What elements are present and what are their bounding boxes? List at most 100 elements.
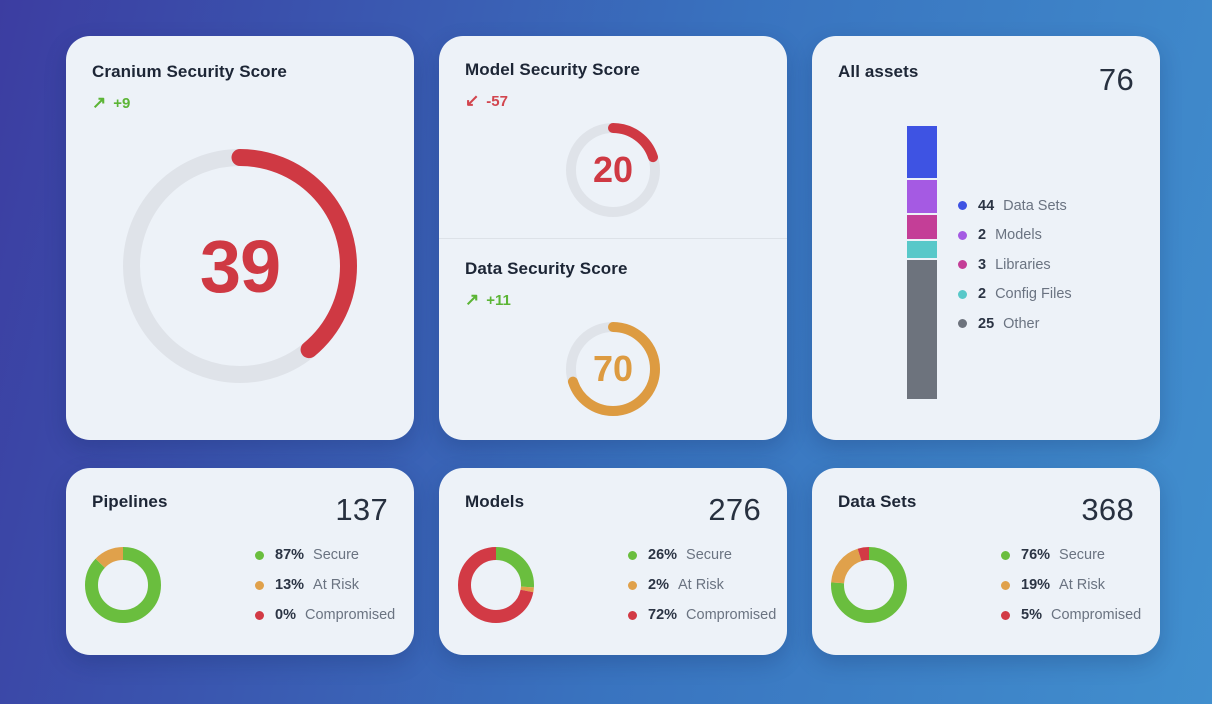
legend-dot-atrisk	[255, 580, 264, 590]
trend-up-icon: ↗	[92, 93, 107, 112]
card-title: Data Security Score	[465, 259, 628, 278]
bar-segment	[907, 179, 937, 214]
pipelines-donut-chart	[85, 547, 161, 623]
models-total: 276	[708, 492, 761, 527]
legend-value: 2	[978, 227, 987, 244]
delta-value: -57	[486, 92, 508, 110]
trend-down-icon: ↙	[465, 91, 480, 110]
card-title: Models	[465, 492, 525, 511]
legend-value: 25	[978, 315, 995, 332]
legend-value: 72%	[648, 607, 678, 623]
legend-dot-compromised	[1001, 610, 1010, 620]
legend-dot-libraries	[958, 260, 967, 270]
legend-label: At Risk	[313, 577, 359, 593]
legend-dot-compromised	[628, 610, 637, 620]
legend-dot-configfiles	[958, 289, 967, 299]
score-delta: ↙ -57	[465, 91, 761, 111]
legend-label: Compromised	[1050, 607, 1142, 623]
card-title: Pipelines	[92, 492, 168, 511]
legend-label: Secure	[686, 547, 732, 563]
legend-label: Models	[995, 227, 1042, 244]
legend-value: 5%	[1021, 607, 1042, 623]
gauge-value: 39	[199, 224, 281, 308]
legend-item: 2 Models	[958, 221, 1072, 251]
legend-label: Data Sets	[1003, 197, 1067, 214]
bar-segment	[907, 126, 937, 178]
legend-item: 3 Libraries	[958, 250, 1072, 280]
legend-value: 2%	[648, 577, 669, 593]
dashboard-grid: Cranium Security Score ↗ +9 39 Model Sec…	[66, 36, 1160, 655]
bar-segment	[907, 215, 937, 239]
bar-segment	[907, 259, 937, 399]
security-score-gauge: 39	[123, 149, 357, 383]
legend-dot-compromised	[255, 610, 264, 620]
legend-label: Config Files	[995, 286, 1072, 303]
legend-value: 0%	[275, 607, 296, 623]
legend-value: 87%	[275, 547, 305, 563]
datasets-legend: 76% Secure 19% At Risk 5% Compromised	[1001, 540, 1141, 630]
legend-value: 3	[978, 256, 987, 273]
models-card: Models 276 26% Secure 2% At Risk 72% Com…	[439, 468, 787, 655]
delta-value: +11	[486, 291, 511, 309]
legend-item: 44 Data Sets	[958, 191, 1072, 221]
legend-dot-atrisk	[1001, 580, 1010, 590]
legend-item: 19% At Risk	[1001, 570, 1141, 600]
legend-item: 2% At Risk	[628, 570, 776, 600]
legend-item: 5% Compromised	[1001, 600, 1141, 630]
assets-total: 76	[1098, 62, 1134, 97]
cranium-security-score-card: Cranium Security Score ↗ +9 39	[66, 36, 414, 440]
legend-item: 0% Compromised	[255, 600, 395, 630]
legend-dot-secure	[1001, 550, 1010, 560]
legend-value: 76%	[1021, 547, 1051, 563]
bar-segment	[907, 240, 937, 258]
legend-dot-models	[958, 230, 967, 240]
all-assets-card: All assets 76 44 Data Sets 2 Models 3 Li…	[812, 36, 1160, 440]
legend-dot-atrisk	[628, 580, 637, 590]
legend-label: At Risk	[677, 577, 724, 593]
card-title: Cranium Security Score	[92, 62, 287, 81]
legend-value: 44	[978, 197, 995, 214]
gauge-value: 20	[592, 149, 634, 190]
pipelines-total: 137	[335, 492, 388, 527]
datasets-card: Data Sets 368 76% Secure 19% At Risk 5% …	[812, 468, 1160, 655]
gauge-value: 70	[592, 348, 634, 389]
legend-item: 26% Secure	[628, 540, 776, 570]
card-title: Data Sets	[838, 492, 917, 511]
legend-item: 13% At Risk	[255, 570, 395, 600]
assets-legend: 44 Data Sets 2 Models 3 Libraries 2 Conf…	[958, 191, 1072, 339]
model-score-section: Model Security Score ↙ -57 20	[439, 36, 787, 238]
models-donut-chart	[458, 547, 534, 623]
legend-item: 2 Config Files	[958, 280, 1072, 310]
legend-item: 76% Secure	[1001, 540, 1141, 570]
assets-stacked-bar	[907, 126, 937, 399]
score-delta: ↗ +11	[465, 290, 761, 310]
legend-label: Secure	[313, 547, 359, 563]
model-data-score-card: Model Security Score ↙ -57 20 Data Secur…	[439, 36, 787, 440]
datasets-total: 368	[1081, 492, 1134, 527]
legend-item: 87% Secure	[255, 540, 395, 570]
legend-dot-other	[958, 319, 967, 329]
model-score-gauge: 20	[566, 123, 660, 217]
trend-up-icon: ↗	[465, 290, 480, 309]
legend-value: 2	[978, 286, 987, 303]
legend-dot-datasets	[958, 201, 967, 211]
pipelines-legend: 87% Secure 13% At Risk 0% Compromised	[255, 540, 395, 630]
legend-label: Other	[1003, 315, 1040, 332]
legend-label: Compromised	[304, 607, 396, 623]
datasets-donut-chart	[831, 547, 907, 623]
pipelines-card: Pipelines 137 87% Secure 13% At Risk 0% …	[66, 468, 414, 655]
legend-item: 25 Other	[958, 309, 1072, 339]
score-delta: ↗ +9	[92, 93, 388, 113]
legend-label: At Risk	[1059, 577, 1105, 593]
card-title: All assets	[838, 62, 919, 81]
legend-dot-secure	[255, 550, 264, 560]
data-score-section: Data Security Score ↗ +11 70	[439, 238, 787, 439]
legend-dot-secure	[628, 550, 637, 560]
legend-label: Libraries	[995, 256, 1051, 273]
delta-value: +9	[113, 94, 131, 112]
legend-value: 13%	[275, 577, 305, 593]
card-title: Model Security Score	[465, 60, 640, 79]
legend-label: Secure	[1059, 547, 1105, 563]
legend-value: 19%	[1021, 577, 1051, 593]
data-score-gauge: 70	[566, 322, 660, 416]
